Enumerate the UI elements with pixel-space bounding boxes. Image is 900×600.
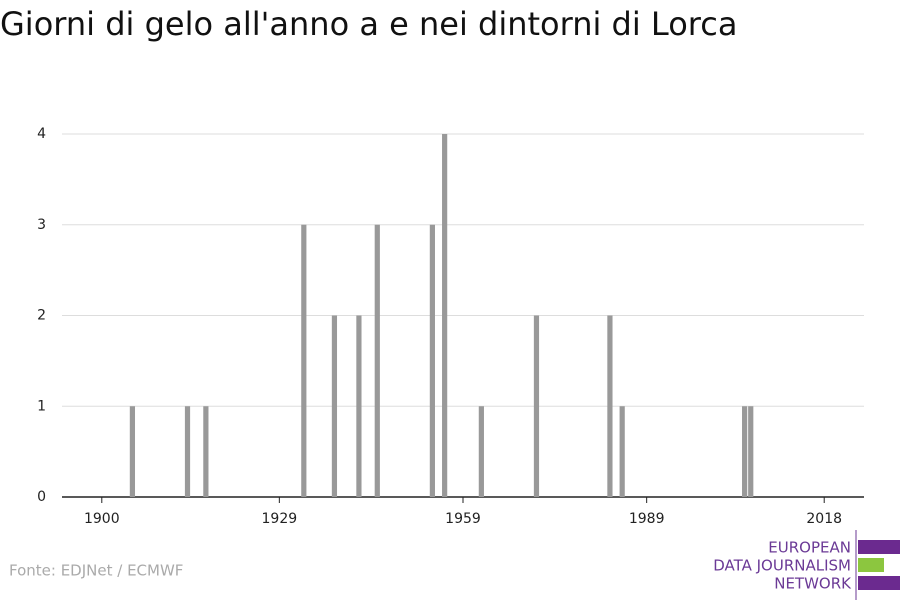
logo-text: NETWORK [774,575,852,593]
bar [301,224,307,497]
bar [533,315,540,497]
bar [478,406,484,497]
x-tick-label: 1929 [262,511,298,527]
bar [129,406,136,497]
bar [429,224,435,497]
logo-bar [858,558,884,572]
x-tick-label: 2018 [806,511,842,527]
bar [356,315,362,497]
bar [748,406,754,497]
bar [607,315,613,497]
y-tick-label: 1 [37,398,46,414]
logo-bar [858,540,900,554]
x-tick-label: 1900 [84,511,120,527]
bar [442,134,448,497]
bar [203,406,209,497]
source: Fonte: EDJNet / ECMWF [9,562,183,580]
y-tick-label: 2 [37,308,46,324]
bar [619,406,625,497]
bar [184,406,191,497]
chart-title: Giorni di gelo all'anno a e nei dintorni… [0,5,737,43]
bar [742,406,748,497]
logo-bar [858,576,900,590]
logo-text: DATA JOURNALISM [713,557,851,575]
y-tick-label: 3 [37,217,46,233]
x-tick-label: 1959 [445,511,481,527]
logo: EUROPEAN DATA JOURNALISM NETWORK [713,530,900,600]
bar [331,315,338,497]
logo-text: EUROPEAN [768,539,851,557]
y-tick-label: 4 [37,126,46,142]
x-tick-label: 1989 [629,511,665,527]
y-tick-label: 0 [37,489,46,505]
bar [374,224,380,497]
